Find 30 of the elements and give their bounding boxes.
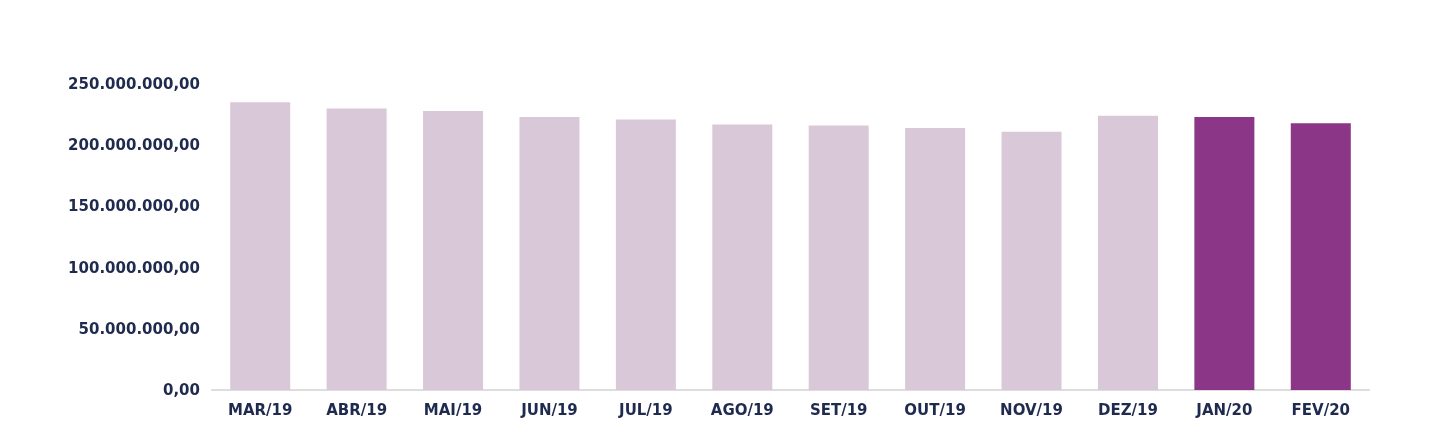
- y-tick-label: 0,00: [162, 381, 200, 399]
- x-tick-label: AGO/19: [710, 400, 774, 419]
- x-tick-label: SET/19: [809, 400, 868, 419]
- x-tick-label: DEZ/19: [1097, 400, 1158, 419]
- y-tick-label: 200.000.000,00: [68, 136, 200, 155]
- bar: [1290, 123, 1351, 390]
- x-tick-label: MAR/19: [227, 400, 293, 419]
- bar: [519, 117, 580, 390]
- x-tick-label: MAI/19: [423, 400, 483, 419]
- x-tick-label: FEV/20: [1291, 400, 1351, 419]
- bar: [712, 124, 773, 390]
- bar: [230, 102, 291, 390]
- bar: [1001, 131, 1062, 390]
- x-tick-label: JAN/20: [1195, 400, 1253, 419]
- x-tick-label: NOV/19: [1000, 400, 1063, 419]
- bar: [615, 119, 676, 390]
- bar: [808, 125, 869, 390]
- x-tick-label: JUN/19: [520, 400, 578, 419]
- x-tick-label: JUL/19: [618, 400, 673, 419]
- y-tick-label: 50.000.000,00: [78, 319, 200, 338]
- bar: [905, 128, 966, 390]
- y-tick-label: 150.000.000,00: [68, 197, 200, 216]
- bar: [1194, 117, 1255, 390]
- y-tick-label: 100.000.000,00: [68, 258, 200, 277]
- bar: [1097, 115, 1158, 390]
- y-tick-label: 250.000.000,00: [68, 75, 200, 93]
- x-tick-label: ABR/19: [326, 400, 388, 419]
- bar: [326, 108, 387, 390]
- x-tick-label: OUT/19: [904, 400, 966, 419]
- bar: [423, 110, 484, 390]
